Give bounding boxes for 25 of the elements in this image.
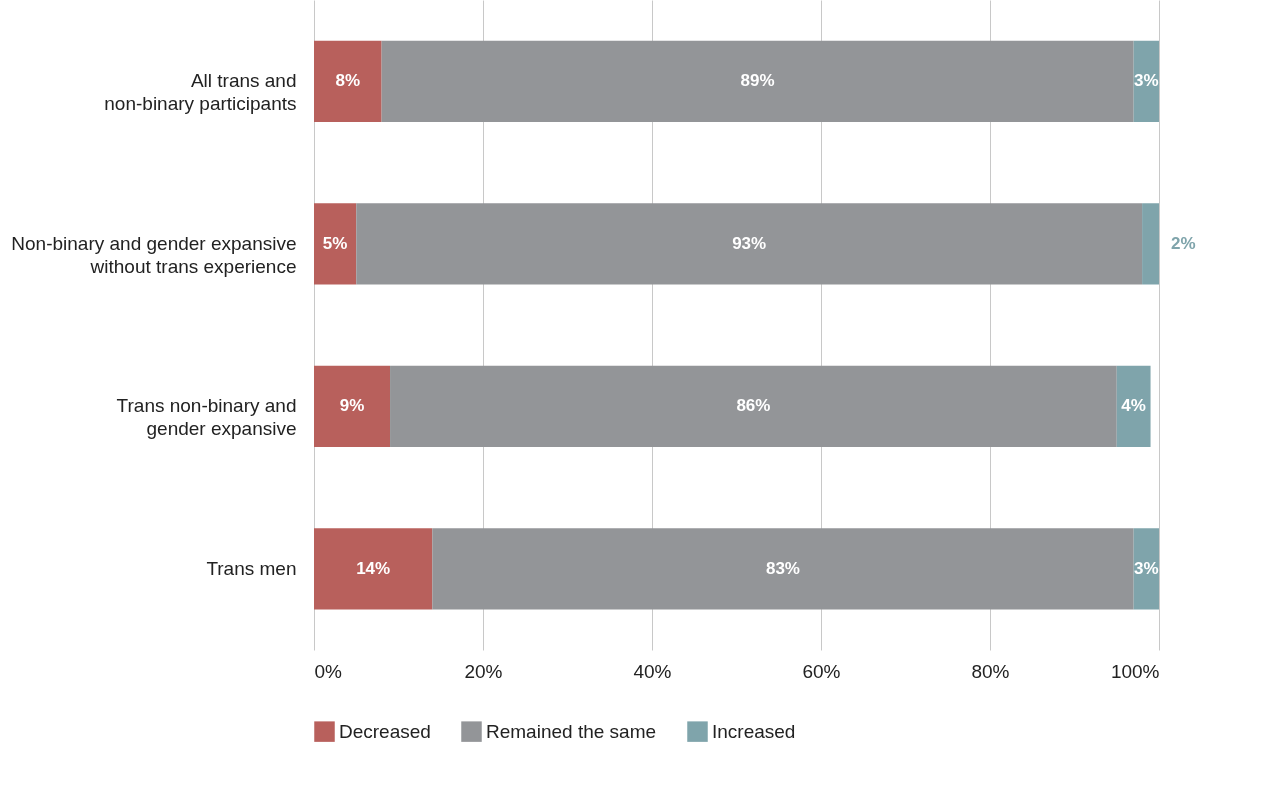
x-tick-label: 40%: [633, 660, 672, 682]
legend-label: Remained the same: [486, 720, 657, 742]
y-tick-label: Non-binary and gender expansive without trans experience: [11, 232, 297, 277]
data-label: 86%: [736, 396, 771, 416]
data-label: 8%: [335, 71, 361, 91]
y-tick-label: Trans non-binary and gender expansive: [116, 395, 297, 440]
data-label: 4%: [1121, 396, 1146, 416]
x-tick-label: 60%: [802, 660, 841, 682]
data-label: 2%: [1171, 233, 1196, 253]
data-label: 89%: [740, 71, 775, 91]
data-label: 3%: [1134, 558, 1159, 578]
data-label: 9%: [339, 396, 365, 416]
data-label: 5%: [322, 233, 348, 253]
data-label: 83%: [765, 558, 800, 578]
y-tick-label: Trans men: [206, 557, 297, 579]
data-label: 3%: [1134, 71, 1159, 91]
x-tick-label: 100%: [1110, 660, 1160, 682]
x-tick-label: 20%: [464, 660, 503, 682]
data-label: 93%: [732, 233, 767, 253]
data-label: 14%: [356, 558, 391, 578]
legend-label: Increased: [712, 720, 796, 742]
legend-label: Decreased: [339, 720, 431, 742]
y-tick-label: All trans and non-binary participants: [104, 70, 297, 115]
x-tick-label: 0%: [314, 660, 343, 682]
x-tick-label: 80%: [971, 660, 1010, 682]
